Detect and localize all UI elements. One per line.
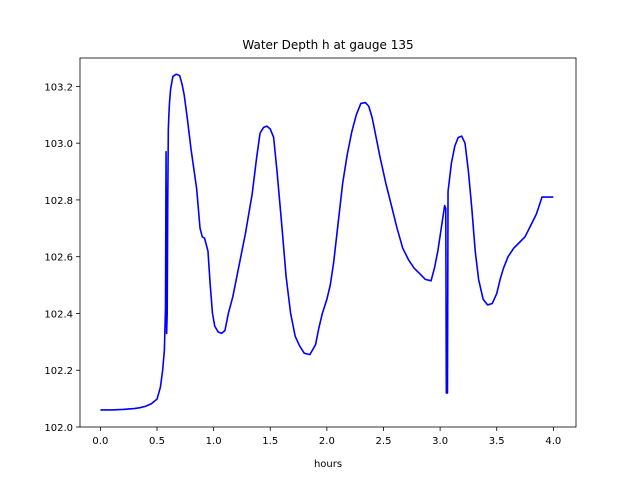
- y-tick-label: 102.0: [44, 423, 73, 434]
- y-tick-label: 102.2: [44, 366, 73, 377]
- x-tick-label: 3.0: [432, 436, 448, 447]
- x-tick-label: 4.0: [545, 436, 561, 447]
- chart-title: Water Depth h at gauge 135: [242, 38, 413, 52]
- y-tick-label: 102.8: [44, 196, 73, 207]
- x-tick-label: 0.0: [92, 436, 108, 447]
- axes-frame: [79, 57, 577, 428]
- y-tick-label: 102.6: [44, 253, 73, 264]
- series-line-0: [100, 73, 554, 411]
- x-tick-label: 2.0: [319, 436, 335, 447]
- x-tick-label: 1.0: [206, 436, 222, 447]
- y-tick-label: 103.0: [44, 139, 73, 150]
- y-tick-label: 102.4: [44, 309, 73, 320]
- x-tick-label: 3.5: [489, 436, 505, 447]
- plot-area: 0.0 0.5 1.0 1.5 2.0 2.5 3.0 3.5 4.0 102.0 102.2 102…: [44, 57, 577, 447]
- y-tick-label: 103.2: [44, 82, 73, 93]
- x-tick-label: 2.5: [376, 436, 392, 447]
- x-tick-label: 0.5: [149, 436, 165, 447]
- x-axis-label: hours: [314, 459, 342, 470]
- x-tick-label: 1.5: [262, 436, 278, 447]
